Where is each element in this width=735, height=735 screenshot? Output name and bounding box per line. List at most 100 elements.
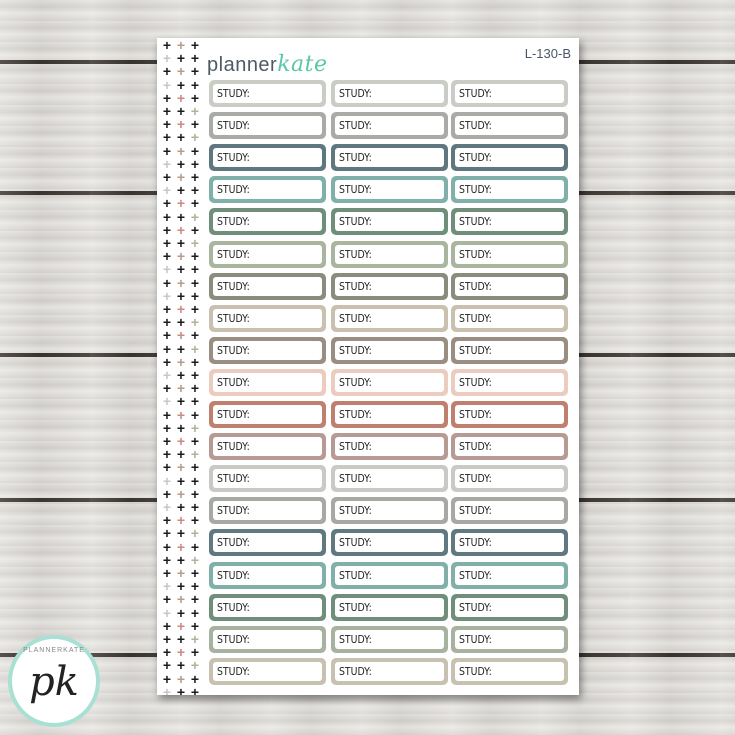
label-text: STUDY: — [217, 472, 250, 486]
plus-icon: + — [162, 580, 172, 594]
label-writing-area: STUDY: — [455, 597, 564, 617]
label-text: STUDY: — [217, 568, 250, 582]
study-label-sticker: STUDY: — [331, 401, 448, 428]
label-writing-area: STUDY: — [335, 212, 444, 232]
plus-icon: + — [176, 197, 186, 211]
plus-icon: + — [162, 421, 172, 435]
plus-icon: + — [162, 487, 172, 501]
plus-icon: + — [176, 435, 186, 448]
label-text: STUDY: — [339, 247, 372, 261]
label-text: STUDY: — [339, 536, 372, 550]
plus-icon: + — [190, 514, 200, 528]
label-writing-area: STUDY: — [335, 469, 444, 489]
plus-icon: + — [190, 329, 200, 343]
label-text: STUDY: — [217, 311, 250, 325]
label-text: STUDY: — [217, 440, 250, 454]
plus-icon: + — [162, 131, 172, 145]
plus-icon: + — [190, 408, 200, 422]
label-text: STUDY: — [339, 632, 372, 646]
plus-icon: + — [190, 263, 200, 277]
label-text: STUDY: — [459, 247, 492, 261]
label-text: STUDY: — [217, 632, 250, 646]
plus-icon: + — [162, 118, 172, 132]
plus-icon: + — [190, 157, 200, 171]
plus-icon: + — [162, 250, 172, 264]
plus-icon: + — [176, 619, 186, 633]
label-writing-area: STUDY: — [213, 629, 322, 649]
label-text: STUDY: — [339, 375, 372, 389]
study-label-sticker: STUDY: — [451, 240, 568, 268]
label-text: STUDY: — [459, 279, 492, 293]
plus-icon: + — [162, 527, 172, 541]
product-code: L-130-B — [524, 46, 571, 61]
plus-icon: + — [162, 197, 172, 211]
label-writing-area: STUDY: — [213, 533, 322, 553]
label-text: STUDY: — [339, 119, 372, 133]
study-label-sticker: STUDY: — [331, 112, 448, 140]
label-text: STUDY: — [459, 408, 492, 421]
label-text: STUDY: — [459, 536, 492, 550]
plus-icon: + — [176, 672, 186, 686]
label-text: STUDY: — [339, 472, 372, 486]
plus-icon: + — [176, 659, 186, 673]
label-text: STUDY: — [217, 151, 250, 165]
plus-icon: + — [162, 369, 172, 382]
logo-ring-text: PLANNERKATE — [23, 647, 85, 654]
plus-icon: + — [176, 527, 186, 541]
brand-logo: plannerkate — [207, 52, 328, 77]
plus-icon: + — [190, 91, 200, 105]
label-writing-area: STUDY: — [455, 565, 564, 585]
label-text: STUDY: — [339, 279, 372, 293]
plus-icon: + — [190, 210, 200, 224]
label-writing-area: STUDY: — [455, 116, 564, 136]
plus-icon: + — [176, 237, 186, 250]
plus-icon: + — [190, 52, 200, 66]
label-writing-area: STUDY: — [455, 533, 564, 553]
study-label-sticker: STUDY: — [451, 657, 568, 685]
label-writing-area: STUDY: — [335, 180, 444, 200]
plus-icon: + — [162, 540, 172, 554]
label-writing-area: STUDY: — [455, 148, 564, 168]
study-label-sticker: STUDY: — [209, 80, 326, 107]
label-text: STUDY: — [459, 504, 492, 518]
study-label-sticker: STUDY: — [209, 497, 326, 525]
plus-icon: + — [190, 171, 200, 184]
plus-icon: + — [162, 619, 172, 633]
label-writing-area: STUDY: — [213, 565, 322, 585]
study-label-sticker: STUDY: — [331, 80, 448, 107]
study-label-sticker: STUDY: — [209, 561, 326, 589]
study-label-sticker: STUDY: — [331, 625, 448, 653]
label-writing-area: STUDY: — [213, 148, 322, 168]
plus-icon: + — [190, 342, 200, 356]
study-label-sticker: STUDY: — [331, 336, 448, 364]
label-writing-area: STUDY: — [335, 405, 444, 424]
plus-icon: + — [190, 567, 200, 580]
plus-icon: + — [162, 329, 172, 343]
study-label-sticker: STUDY: — [209, 593, 326, 621]
study-label-sticker: STUDY: — [451, 176, 568, 204]
plus-icon: + — [190, 474, 200, 488]
label-writing-area: STUDY: — [335, 308, 444, 328]
plus-icon: + — [190, 461, 200, 475]
plus-icon: + — [176, 316, 186, 330]
label-writing-area: STUDY: — [213, 276, 322, 296]
plus-icon: + — [162, 501, 172, 514]
label-writing-area: STUDY: — [213, 340, 322, 360]
plus-icon: + — [190, 487, 200, 501]
label-writing-area: STUDY: — [213, 405, 322, 424]
label-text: STUDY: — [217, 504, 250, 518]
label-writing-area: STUDY: — [455, 661, 564, 681]
label-writing-area: STUDY: — [455, 340, 564, 360]
study-label-sticker: STUDY: — [331, 208, 448, 236]
plus-icon: + — [162, 171, 172, 184]
plus-icon: + — [190, 39, 200, 52]
label-text: STUDY: — [217, 87, 250, 100]
label-writing-area: STUDY: — [455, 437, 564, 457]
label-writing-area: STUDY: — [213, 180, 322, 200]
plus-icon: + — [176, 52, 186, 66]
plus-icon: + — [190, 316, 200, 330]
plus-icon: + — [190, 501, 200, 514]
label-text: STUDY: — [217, 343, 250, 357]
plus-icon: + — [162, 65, 172, 79]
label-text: STUDY: — [339, 440, 372, 454]
